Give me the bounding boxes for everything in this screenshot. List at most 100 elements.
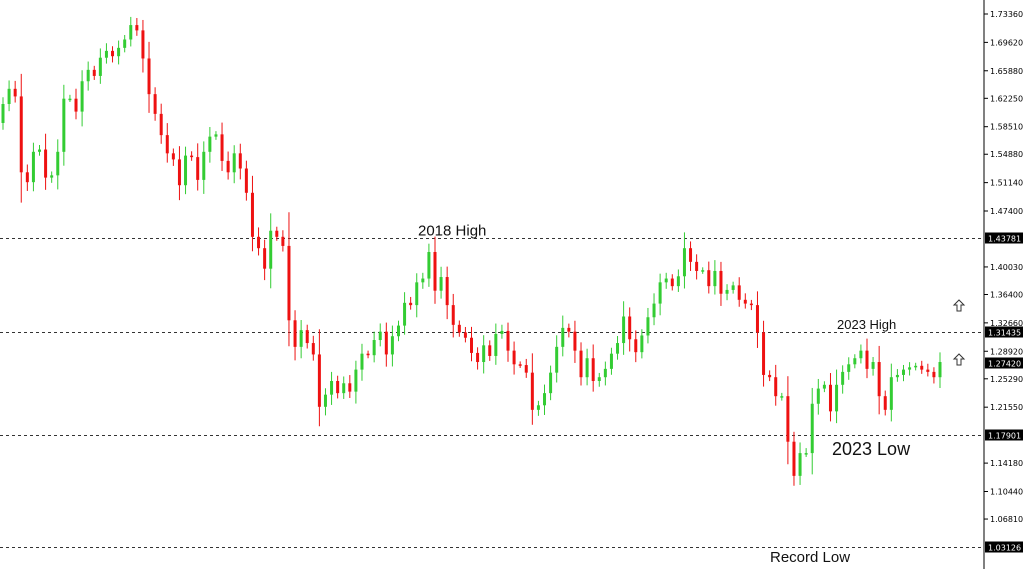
candle-body [317, 354, 321, 407]
candle-body [695, 261, 699, 271]
candle-body [500, 330, 504, 334]
candle [287, 212, 291, 347]
annotation-label: 2023 Low [832, 439, 911, 459]
candle [74, 88, 78, 120]
candle-body [895, 374, 899, 378]
candle [123, 35, 127, 53]
candle [409, 296, 413, 310]
candle [275, 226, 279, 241]
candle [549, 365, 553, 401]
candle-body [238, 153, 242, 169]
candle-body [731, 285, 735, 290]
candle [31, 142, 35, 192]
candle-body [336, 381, 340, 394]
candle-body [774, 377, 778, 397]
candle [299, 320, 303, 359]
level-price-box [985, 326, 1023, 338]
candle-body [104, 50, 108, 58]
candle-body [184, 155, 188, 186]
candle [920, 360, 924, 374]
candle-body [330, 381, 334, 395]
candle [390, 325, 394, 367]
candle-body [439, 277, 443, 291]
candle [926, 363, 930, 377]
support-resistance-levels: 1.43781 1.31435 1.17901 1.03126 1.27420 [0, 232, 1023, 553]
candle [628, 307, 632, 352]
candle-body [171, 153, 175, 160]
candle [439, 266, 443, 299]
candle [226, 151, 230, 180]
candle [792, 431, 796, 486]
candle [567, 323, 571, 338]
candle [585, 348, 589, 386]
y-tick-label: 1.36400 [990, 290, 1023, 299]
candle-body [7, 88, 11, 105]
candle-body [658, 282, 662, 304]
candle [244, 160, 248, 201]
candle-body [299, 330, 303, 347]
candle-body [390, 336, 394, 355]
y-tick-label: 1.40030 [990, 263, 1023, 272]
candle [190, 151, 194, 161]
candle-body [597, 377, 601, 382]
candle [603, 361, 607, 386]
candle [50, 171, 54, 183]
candle-body [1, 104, 5, 123]
candle-body [585, 358, 589, 378]
candle [281, 230, 285, 252]
candle [220, 122, 224, 171]
candle-body [634, 339, 638, 353]
y-tick-label: 1.69620 [990, 38, 1023, 47]
candle [354, 360, 358, 404]
y-tick-label: 1.58510 [990, 123, 1023, 132]
chart-annotations: 2018 High 2023 High 2023 Low Record Low [418, 222, 966, 566]
candle-body [281, 236, 285, 246]
candle [841, 365, 845, 394]
candle-body [159, 113, 163, 136]
candle [56, 139, 60, 190]
candle [153, 87, 157, 121]
candle [670, 274, 674, 291]
candle-body [689, 248, 693, 262]
candle-body [123, 39, 127, 48]
candle [737, 277, 741, 307]
y-tick-label: 1.10440 [990, 487, 1023, 496]
candle [196, 143, 200, 191]
candle-body [257, 236, 261, 249]
candle [336, 375, 340, 399]
candle [749, 299, 753, 311]
candle-body [165, 135, 169, 154]
candle-body [360, 353, 364, 370]
candle [269, 213, 273, 289]
level-price-box [985, 429, 1023, 441]
candle [342, 376, 346, 399]
candle-body [86, 69, 90, 82]
candle [451, 293, 455, 338]
candle [634, 330, 638, 363]
y-tick-label: 1.32660 [990, 319, 1023, 328]
candle-body [68, 98, 72, 101]
candle [530, 353, 534, 425]
candle [774, 364, 778, 406]
candle-body [372, 340, 376, 356]
candle-body [530, 372, 534, 410]
candle-body [135, 25, 139, 31]
candle [506, 322, 510, 362]
candle-body [561, 327, 565, 347]
candle-body [871, 362, 875, 369]
candle [147, 41, 151, 113]
candle-body [768, 374, 772, 378]
candle-body [342, 383, 346, 394]
candle [616, 336, 620, 360]
candle-body [506, 330, 510, 351]
candle [165, 123, 169, 163]
candle-body [701, 270, 705, 272]
candle [463, 326, 467, 343]
candle [914, 362, 918, 371]
candle [762, 320, 766, 387]
candle-body [707, 270, 711, 287]
candle-body [311, 343, 315, 355]
candle-body [932, 371, 936, 378]
y-tick-label: 1.51140 [990, 179, 1023, 188]
candle [171, 148, 175, 166]
